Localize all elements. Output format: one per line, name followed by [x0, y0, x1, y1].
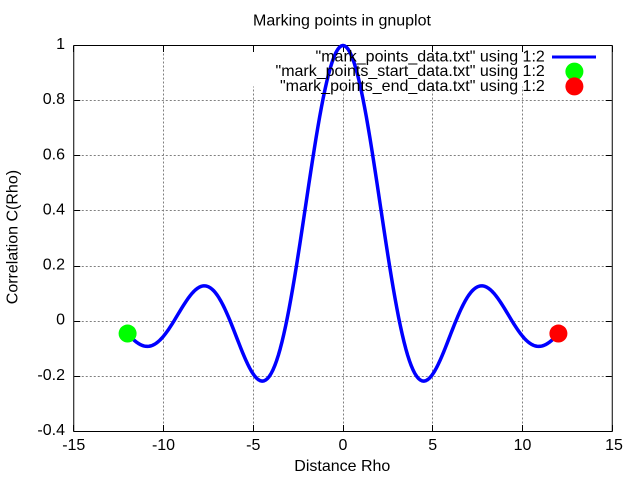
svg-text:-0.4: -0.4: [37, 422, 65, 439]
svg-text:Distance Rho: Distance Rho: [294, 458, 390, 475]
svg-text:-15: -15: [62, 437, 85, 454]
svg-text:10: 10: [514, 437, 532, 454]
svg-text:0.4: 0.4: [43, 201, 65, 218]
svg-text:0: 0: [339, 437, 348, 454]
svg-text:-10: -10: [152, 437, 175, 454]
svg-text:"mark_points_data.txt" using 1: "mark_points_data.txt" using 1:2: [316, 48, 545, 65]
svg-text:0.8: 0.8: [43, 91, 65, 108]
svg-text:"mark_points_end_data.txt" usi: "mark_points_end_data.txt" using 1:2: [280, 78, 545, 95]
svg-text:Correlation C(Rho): Correlation C(Rho): [5, 170, 22, 304]
svg-text:15: 15: [605, 437, 623, 454]
svg-text:-0.2: -0.2: [37, 367, 65, 384]
svg-text:1: 1: [56, 36, 65, 53]
svg-text:5: 5: [428, 437, 437, 454]
svg-text:0.2: 0.2: [43, 257, 65, 274]
svg-text:0: 0: [56, 312, 65, 329]
svg-text:0.6: 0.6: [43, 146, 65, 163]
svg-text:Marking points in gnuplot: Marking points in gnuplot: [253, 13, 431, 30]
svg-text:-5: -5: [246, 437, 260, 454]
svg-text:"mark_points_start_data.txt" u: "mark_points_start_data.txt" using 1:2: [276, 63, 545, 80]
